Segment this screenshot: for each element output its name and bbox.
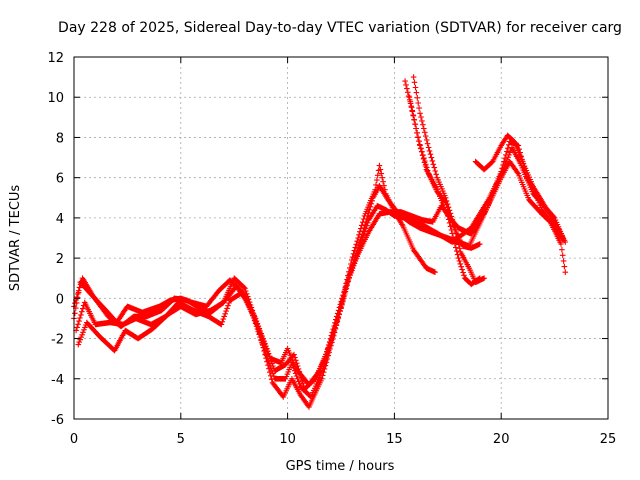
y-tick-label: -4 [51,373,64,388]
series-layer [71,74,569,410]
grid-lines [74,57,608,419]
data-point-markers [410,74,487,285]
x-tick-label: 20 [493,432,510,447]
x-tick-label: 0 [70,432,78,447]
y-tick-label: -6 [51,413,64,428]
chart-title: Day 228 of 2025, Sidereal Day-to-day VTE… [58,20,622,36]
data-point-markers [472,132,569,275]
y-tick-label: 6 [56,172,64,187]
axis-ticks: -6 -4 -2 0 2 4 6 8 10 12 0 5 10 15 20 25 [47,51,616,447]
y-tick-label: -2 [51,333,64,348]
y-tick-label: 0 [56,292,64,307]
series-trace-2 [71,144,566,392]
y-tick-label: 2 [56,252,64,267]
plot-frame [73,56,609,420]
series-trace-6 [410,74,487,285]
series-trace-7 [406,94,483,288]
y-tick-label: 10 [47,91,64,106]
x-tick-label: 5 [177,432,185,447]
data-point-markers [406,94,483,288]
y-axis-label: SDTVAR / TECUs [8,185,23,292]
x-axis-label: GPS time / hours [286,459,395,474]
y-tick-label: 12 [47,51,64,66]
x-tick-label: 15 [386,432,403,447]
x-tick-label: 10 [279,432,296,447]
x-tick-label: 25 [600,432,617,447]
y-tick-label: 4 [56,212,64,227]
series-trace-8 [472,132,569,275]
series-trace-4 [75,162,438,400]
data-point-markers [75,162,438,400]
data-point-markers [71,144,566,392]
y-tick-label: 8 [56,131,64,146]
